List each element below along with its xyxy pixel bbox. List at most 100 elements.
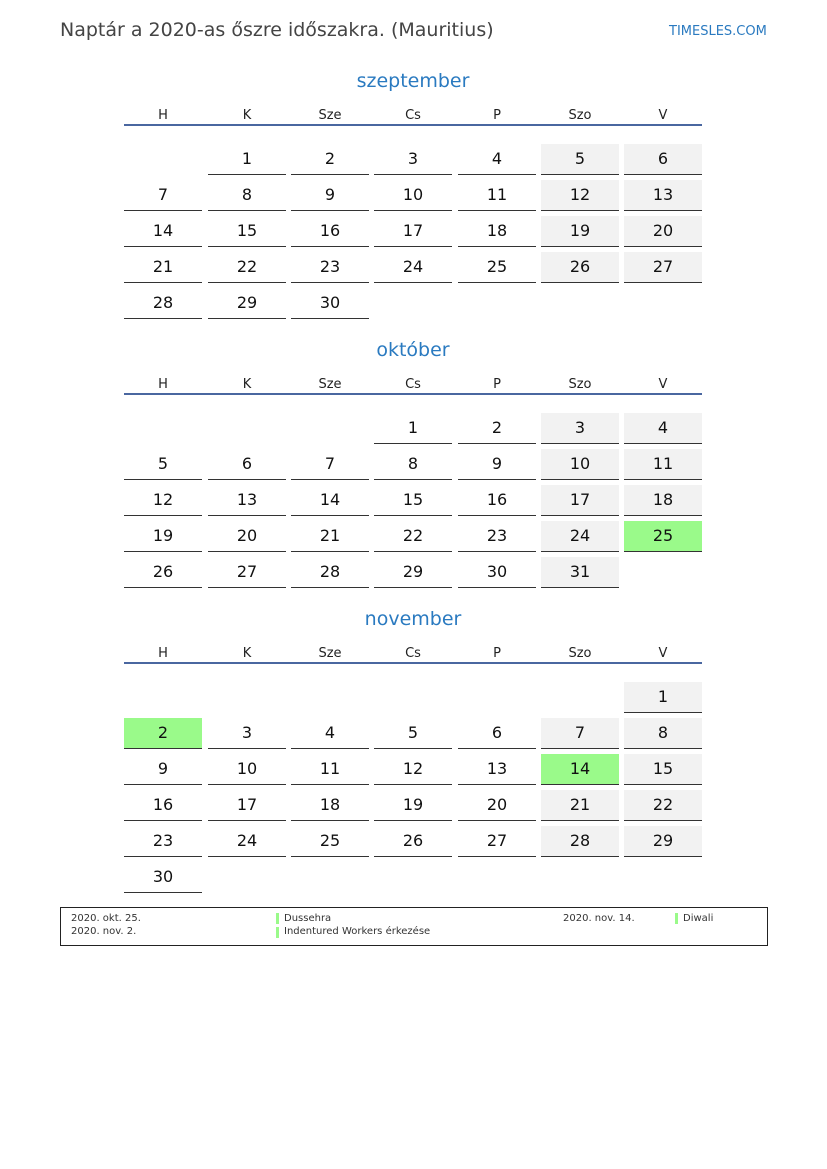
day-cell[interactable]: 22 <box>624 790 702 821</box>
day-cell[interactable]: 28 <box>124 288 202 319</box>
day-cell[interactable]: 19 <box>374 790 452 821</box>
day-cell[interactable]: 29 <box>374 557 452 588</box>
day-cell[interactable]: 18 <box>458 216 536 247</box>
day-cell[interactable]: 17 <box>208 790 286 821</box>
day-cell[interactable]: 14 <box>291 485 369 516</box>
day-cell[interactable]: 10 <box>541 449 619 480</box>
day-cell[interactable]: 7 <box>124 180 202 211</box>
weekday-header: Szo <box>568 108 592 123</box>
day-cell[interactable]: 11 <box>458 180 536 211</box>
day-cell[interactable]: 1 <box>624 682 702 713</box>
weekday-header: P <box>493 646 501 661</box>
day-cell[interactable]: 15 <box>208 216 286 247</box>
day-cell[interactable]: 27 <box>458 826 536 857</box>
day-cell[interactable]: 19 <box>124 521 202 552</box>
day-cell[interactable]: 25 <box>458 252 536 283</box>
day-cell[interactable]: 5 <box>541 144 619 175</box>
day-cell[interactable]: 14 <box>124 216 202 247</box>
day-cell[interactable]: 25 <box>624 521 702 552</box>
day-cell[interactable]: 10 <box>374 180 452 211</box>
day-cell[interactable]: 16 <box>458 485 536 516</box>
month-title: szeptember <box>356 70 470 92</box>
day-cell[interactable]: 26 <box>541 252 619 283</box>
day-cell[interactable]: 31 <box>541 557 619 588</box>
day-cell[interactable]: 25 <box>291 826 369 857</box>
day-cell[interactable]: 4 <box>291 718 369 749</box>
day-cell[interactable]: 29 <box>624 826 702 857</box>
day-cell[interactable]: 29 <box>208 288 286 319</box>
day-cell[interactable]: 30 <box>124 862 202 893</box>
day-cell[interactable]: 1 <box>374 413 452 444</box>
weekday-header: Cs <box>405 646 421 661</box>
day-cell[interactable]: 9 <box>458 449 536 480</box>
day-cell[interactable]: 11 <box>624 449 702 480</box>
day-cell[interactable]: 9 <box>124 754 202 785</box>
day-cell[interactable]: 3 <box>208 718 286 749</box>
day-cell[interactable]: 3 <box>374 144 452 175</box>
day-cell[interactable]: 17 <box>374 216 452 247</box>
day-cell[interactable]: 27 <box>624 252 702 283</box>
day-cell[interactable]: 15 <box>624 754 702 785</box>
day-cell[interactable]: 14 <box>541 754 619 785</box>
day-cell[interactable]: 6 <box>458 718 536 749</box>
day-cell[interactable]: 7 <box>291 449 369 480</box>
day-cell[interactable]: 20 <box>208 521 286 552</box>
day-cell[interactable]: 6 <box>624 144 702 175</box>
day-cell[interactable]: 13 <box>208 485 286 516</box>
day-cell[interactable]: 23 <box>124 826 202 857</box>
day-cell[interactable]: 13 <box>624 180 702 211</box>
day-cell[interactable]: 26 <box>374 826 452 857</box>
day-cell[interactable]: 5 <box>374 718 452 749</box>
day-cell[interactable]: 30 <box>291 288 369 319</box>
day-cell[interactable]: 11 <box>291 754 369 785</box>
day-cell[interactable]: 21 <box>541 790 619 821</box>
day-cell[interactable]: 24 <box>208 826 286 857</box>
day-cell[interactable]: 8 <box>624 718 702 749</box>
day-cell[interactable]: 10 <box>208 754 286 785</box>
day-cell[interactable]: 24 <box>374 252 452 283</box>
day-cell[interactable]: 15 <box>374 485 452 516</box>
day-cell[interactable]: 22 <box>374 521 452 552</box>
day-cell[interactable]: 23 <box>458 521 536 552</box>
day-cell[interactable]: 12 <box>541 180 619 211</box>
day-cell[interactable]: 7 <box>541 718 619 749</box>
day-cell[interactable]: 26 <box>124 557 202 588</box>
day-cell[interactable]: 1 <box>208 144 286 175</box>
day-cell[interactable]: 8 <box>208 180 286 211</box>
day-cell[interactable]: 9 <box>291 180 369 211</box>
day-cell[interactable]: 4 <box>458 144 536 175</box>
day-cell[interactable]: 2 <box>291 144 369 175</box>
day-cell[interactable]: 22 <box>208 252 286 283</box>
day-cell[interactable]: 21 <box>124 252 202 283</box>
day-cell[interactable]: 5 <box>124 449 202 480</box>
day-cell[interactable]: 13 <box>458 754 536 785</box>
day-cell[interactable]: 20 <box>458 790 536 821</box>
day-cell[interactable]: 2 <box>458 413 536 444</box>
legend-name: Diwali <box>683 913 714 924</box>
day-cell[interactable]: 23 <box>291 252 369 283</box>
day-cell[interactable]: 4 <box>624 413 702 444</box>
day-cell[interactable]: 3 <box>541 413 619 444</box>
day-cell[interactable]: 16 <box>291 216 369 247</box>
day-cell[interactable]: 12 <box>124 485 202 516</box>
weekday-header: P <box>493 377 501 392</box>
day-cell[interactable]: 20 <box>624 216 702 247</box>
day-cell[interactable]: 2 <box>124 718 202 749</box>
day-cell[interactable]: 16 <box>124 790 202 821</box>
day-cell[interactable]: 18 <box>291 790 369 821</box>
brand-link[interactable]: TIMESLES.COM <box>669 24 767 39</box>
weekday-header: V <box>658 108 668 123</box>
day-cell[interactable]: 27 <box>208 557 286 588</box>
day-cell[interactable]: 12 <box>374 754 452 785</box>
day-cell[interactable]: 30 <box>458 557 536 588</box>
day-cell[interactable]: 24 <box>541 521 619 552</box>
weekday-header: H <box>158 108 168 123</box>
day-cell[interactable]: 28 <box>541 826 619 857</box>
day-cell[interactable]: 6 <box>208 449 286 480</box>
day-cell[interactable]: 8 <box>374 449 452 480</box>
day-cell[interactable]: 17 <box>541 485 619 516</box>
day-cell[interactable]: 28 <box>291 557 369 588</box>
day-cell[interactable]: 18 <box>624 485 702 516</box>
day-cell[interactable]: 19 <box>541 216 619 247</box>
day-cell[interactable]: 21 <box>291 521 369 552</box>
